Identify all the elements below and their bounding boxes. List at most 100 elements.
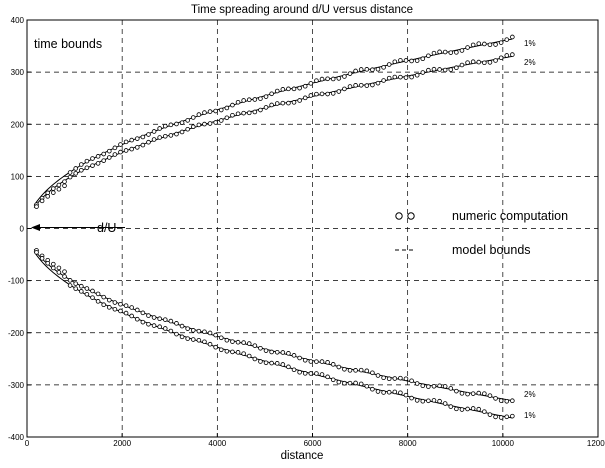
numeric-point [353,380,358,386]
numeric-point [258,107,263,113]
numeric-point [431,50,437,56]
numeric-point [174,131,179,137]
numeric-point [364,83,370,88]
numeric-point [431,383,437,389]
numeric-point [358,367,364,373]
numeric-point [314,78,319,83]
numeric-point [246,353,252,359]
numeric-point [162,123,168,129]
numeric-point [235,99,241,105]
numeric-point [51,186,56,191]
numeric-point [79,289,84,294]
numeric-point [291,367,297,373]
numeric-point [269,91,274,97]
numeric-point [375,389,381,394]
numeric-point [162,134,168,139]
numeric-point [476,406,482,412]
numeric-point [202,329,207,335]
numeric-point [73,171,78,176]
numeric-point [241,98,246,103]
numeric-point [504,399,510,404]
numeric-point [291,86,297,92]
numeric-point [448,404,454,409]
numeric-point [213,108,218,114]
numeric-point [123,148,129,153]
numeric-point [442,67,448,73]
numeric-point [101,294,106,300]
numeric-point [207,109,213,114]
numeric-point [179,334,185,340]
numeric-point [185,126,190,132]
y-tick-label: -100 [8,277,25,286]
numeric-point [498,415,504,420]
numeric-point [235,350,241,355]
numeric-point [174,321,179,326]
numeric-point [314,359,319,364]
numeric-point [459,391,465,396]
numeric-point [342,366,347,372]
numeric-point [202,339,207,345]
numeric-point [347,380,353,386]
numeric-point [286,100,291,106]
numeric-point [319,91,325,97]
numeric-point [308,371,314,376]
numeric-point [414,381,420,386]
numeric-point [218,335,224,341]
numeric-point [95,154,101,159]
numeric-point [392,389,398,395]
numeric-point [302,371,308,376]
numeric-point [106,148,112,154]
curve-label-upper-2: 2% [524,58,536,67]
numeric-point [398,58,403,63]
numeric-point [286,86,291,92]
numeric-point [504,37,510,42]
numeric-point [213,332,218,338]
numeric-point [157,135,162,140]
numeric-point [470,59,476,65]
numeric-point [84,286,90,291]
numeric-point [409,395,414,401]
numeric-point [73,281,78,286]
numeric-point [409,378,414,384]
x-tick-label: 0 [25,439,30,448]
numeric-point [207,121,213,126]
numeric-point [62,183,67,189]
x-tick-label: 6000 [304,439,322,448]
y-tick-label: 400 [11,16,25,25]
numeric-point [67,174,73,180]
numeric-point [403,376,409,382]
numeric-point [364,383,370,389]
numeric-point [56,186,62,192]
numeric-point [431,66,437,72]
numeric-point [252,97,258,102]
numeric-point [448,386,454,391]
numeric-point [442,49,448,55]
numeric-point [190,328,196,333]
numeric-point [291,353,297,358]
numeric-point [325,374,330,380]
numeric-point [84,158,90,164]
numeric-point [414,398,420,403]
numeric-point [364,67,370,72]
numeric-point [196,112,202,117]
numeric-point [280,100,286,106]
numeric-point [487,60,493,65]
numeric-point [269,349,274,355]
numeric-point [437,383,442,389]
numeric-point [146,313,151,318]
numeric-point [386,62,392,67]
numeric-point [465,406,470,412]
numeric-point [493,396,498,401]
numeric-point [308,81,314,86]
numeric-point [263,94,269,99]
numeric-point [504,53,510,58]
numeric-point [73,286,78,291]
numeric-point [168,328,174,334]
numeric-point [420,383,426,389]
numeric-point [252,109,258,115]
numeric-point [398,390,403,396]
numeric-point [442,384,448,389]
du-label: d/U [97,221,116,235]
numeric-point [482,409,487,414]
numeric-point [470,406,476,411]
